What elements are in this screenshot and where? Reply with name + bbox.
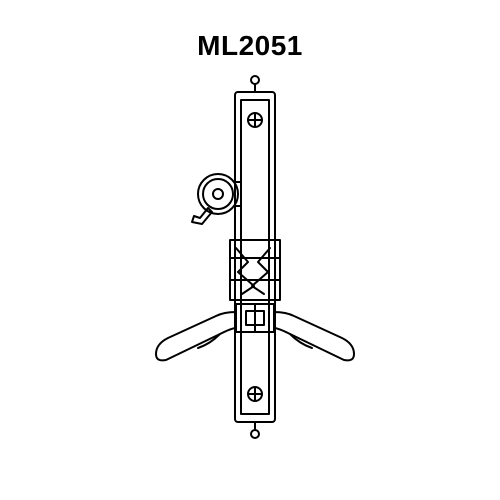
latch-mechanism (230, 240, 280, 300)
model-number-label: ML2051 (197, 30, 303, 62)
key-cylinder (192, 174, 241, 224)
screw-top (248, 113, 262, 127)
top-stud (251, 76, 259, 84)
lever-handle-left (156, 312, 236, 360)
screw-bottom (248, 387, 262, 401)
lock-line-drawing (120, 62, 380, 462)
lever-handle-right (274, 312, 354, 360)
bottom-stud (251, 430, 259, 438)
product-diagram-card: ML2051 (0, 0, 500, 500)
